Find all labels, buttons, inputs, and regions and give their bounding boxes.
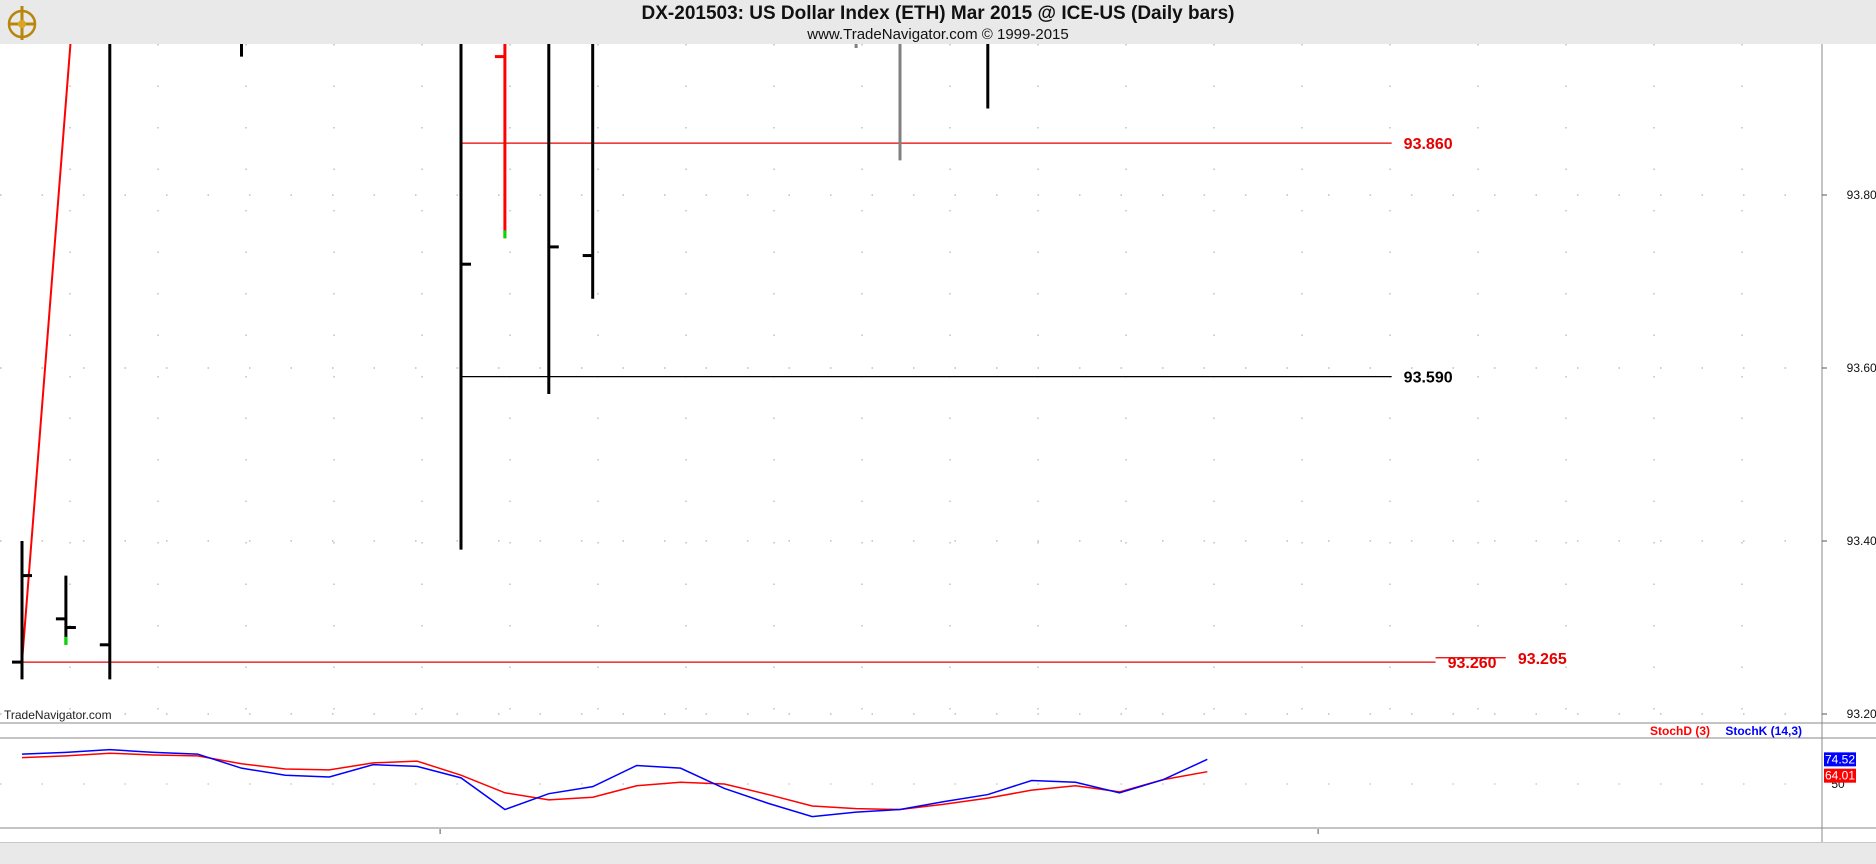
chart-background bbox=[0, 44, 1876, 842]
chart-subtitle: www.TradeNavigator.com © 1999-2015 bbox=[807, 26, 1069, 43]
price-level-label: 93.265 bbox=[1518, 651, 1567, 668]
stochastic-line bbox=[21, 752, 1208, 811]
price-axis-label: 93.400 bbox=[1847, 534, 1876, 548]
tradenavigator-logo bbox=[2, 2, 42, 42]
stochD-legend: StochD (3) bbox=[1650, 724, 1710, 738]
stochastic-line bbox=[21, 748, 1208, 818]
stochD-value-label: 64.01 bbox=[1825, 769, 1855, 783]
chart-header: DX-201503: US Dollar Index (ETH) Mar 201… bbox=[0, 0, 1876, 45]
price-level-label: 93.260 bbox=[1448, 655, 1497, 672]
price-chart[interactable]: 93.20093.40093.60093.80050Feb-15Mar-1596… bbox=[0, 44, 1876, 842]
stochK-value-label: 74.52 bbox=[1825, 752, 1855, 766]
stochK-legend: StochK (14,3) bbox=[1725, 724, 1802, 738]
trend-line bbox=[21, 44, 72, 663]
chart-title: DX-201503: US Dollar Index (ETH) Mar 201… bbox=[641, 3, 1235, 24]
price-axis-label: 93.800 bbox=[1847, 188, 1876, 202]
stochD-value-box bbox=[1824, 768, 1856, 783]
stochK-value-box bbox=[1824, 752, 1856, 767]
watermark: TradeNavigator.com bbox=[4, 708, 112, 722]
price-level-label: 93.860 bbox=[1404, 136, 1453, 153]
price-level-label: 93.590 bbox=[1404, 370, 1453, 387]
price-axis-label: 93.200 bbox=[1847, 707, 1876, 721]
price-axis-label: 93.600 bbox=[1847, 361, 1876, 375]
date-axis-strip bbox=[0, 842, 1876, 864]
